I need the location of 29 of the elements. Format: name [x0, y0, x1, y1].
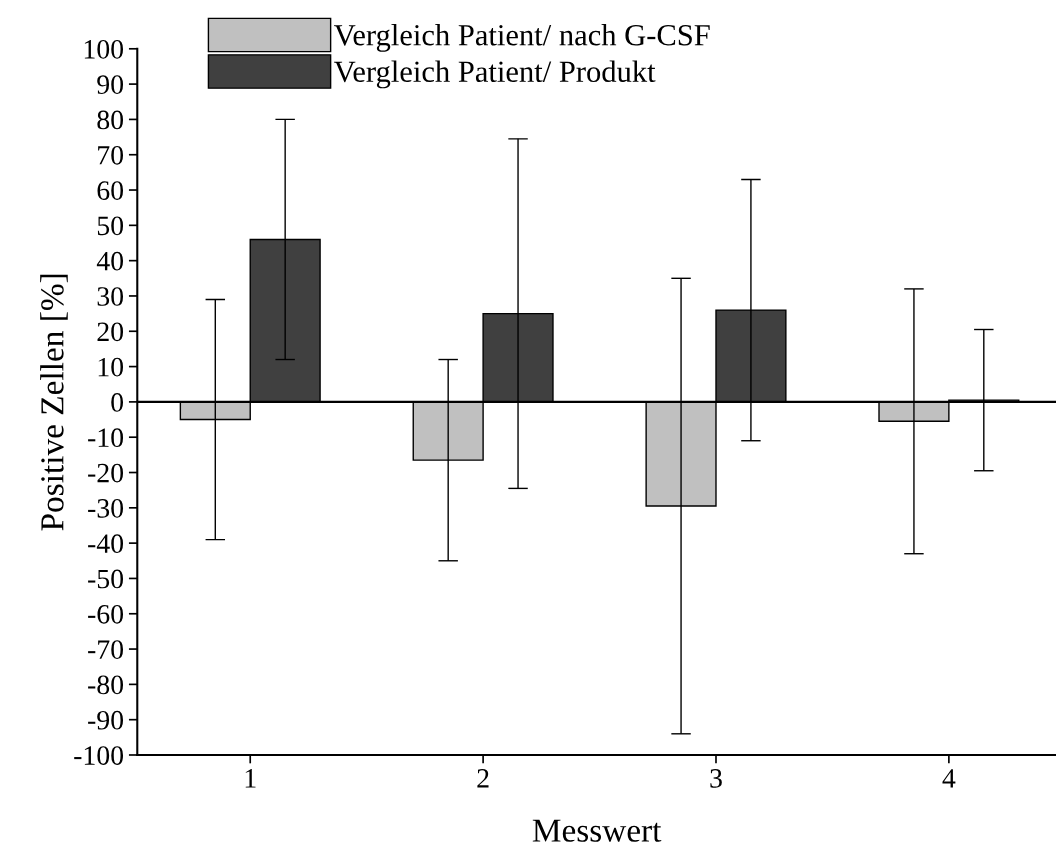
y-tick-label: -80	[88, 675, 124, 695]
y-tick-label: 80	[97, 110, 124, 130]
y-tick-label: -10	[88, 428, 124, 448]
y-tick-label: 100	[84, 39, 124, 59]
x-tick-label: 2	[477, 769, 489, 788]
x-tick-label: 1	[245, 769, 256, 788]
legend-label: Vergleich Patient/ Produkt	[334, 60, 656, 89]
legend-label: Vergleich Patient/ nach G-CSF	[334, 24, 710, 52]
y-tick-label: -20	[88, 463, 124, 483]
x-tick-label: 4	[942, 769, 956, 788]
y-tick-label: 90	[97, 75, 124, 95]
y-tick-label: 10	[98, 357, 124, 377]
x-axis-title: Messwert	[532, 819, 662, 842]
y-tick-label: 30	[97, 287, 124, 306]
y-tick-label: 60	[97, 181, 124, 200]
y-tick-label: -70	[88, 640, 124, 659]
y-tick-label: -30	[88, 498, 124, 518]
y-tick-label: -50	[88, 569, 124, 589]
y-tick-label: 0	[111, 393, 124, 412]
x-tick-label: 3	[710, 769, 722, 788]
y-tick-label: 50	[97, 216, 124, 236]
y-tick-label: 20	[97, 322, 124, 342]
y-tick-label: 40	[96, 251, 124, 271]
y-tick-label: -90	[88, 710, 124, 730]
y-axis-title: Positive Zellen [%]	[40, 274, 68, 531]
y-tick-label: -100	[74, 746, 124, 765]
y-tick-label: 70	[98, 145, 124, 165]
y-tick-label: -40	[88, 534, 124, 554]
y-tick-label: -60	[88, 604, 124, 624]
